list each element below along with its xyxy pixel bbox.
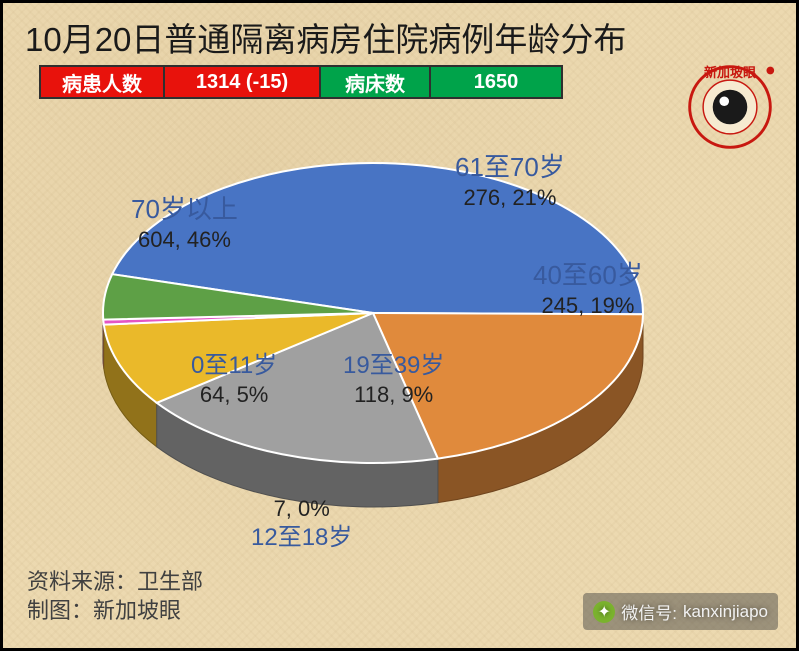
slice-val: 64, 5% xyxy=(191,381,277,409)
slice-val: 245, 19% xyxy=(533,292,643,320)
patients-value: 1314 (-15) xyxy=(196,71,288,94)
wechat-icon: ✦ xyxy=(593,601,615,623)
slice-cat: 70岁以上 xyxy=(131,193,238,226)
patients-value-cell: 1314 (-15) xyxy=(165,67,321,97)
beds-label-cell: 病床数 xyxy=(321,67,431,97)
watermark-label: 微信号: xyxy=(621,599,677,624)
watermark-value: kanxinjiapo xyxy=(683,602,768,622)
slice-label-2: 40至60岁 245, 19% xyxy=(533,259,643,319)
slice-val: 604, 46% xyxy=(131,226,238,254)
slice-cat: 12至18岁 xyxy=(251,523,352,553)
watermark: ✦ 微信号: kanxinjiapo xyxy=(583,593,778,630)
brand-logo: 新加坡眼 xyxy=(680,59,780,159)
patients-label-cell: 病患人数 xyxy=(41,67,165,97)
slice-cat: 0至11岁 xyxy=(191,351,277,381)
slice-cat: 40至60岁 xyxy=(533,259,643,292)
slice-val: 118, 9% xyxy=(343,381,444,409)
patients-label: 病患人数 xyxy=(62,68,142,97)
slice-label-5: 0至11岁 64, 5% xyxy=(191,351,277,409)
pie-svg xyxy=(58,123,688,543)
slice-label-4: 7, 0% 12至18岁 xyxy=(251,495,352,553)
slice-cat: 61至70岁 xyxy=(455,151,565,184)
slice-val: 7, 0% xyxy=(251,495,352,523)
footnote-line2: 制图：新加坡眼 xyxy=(27,596,203,626)
beds-label: 病床数 xyxy=(345,68,405,97)
beds-value: 1650 xyxy=(474,71,519,94)
slice-label-1: 61至70岁 276, 21% xyxy=(455,151,565,211)
slice-cat: 19至39岁 xyxy=(343,351,444,381)
pie-chart xyxy=(58,123,688,543)
slice-val: 276, 21% xyxy=(455,184,565,212)
slice-label-3: 19至39岁 118, 9% xyxy=(343,351,444,409)
footnote: 资料来源：卫生部 制图：新加坡眼 xyxy=(27,567,203,626)
infographic-panel: 10月20日普通隔离病房住院病例年龄分布 病患人数 1314 (-15) 病床数… xyxy=(0,0,799,651)
slice-label-0: 70岁以上 604, 46% xyxy=(131,193,238,253)
footnote-line1: 资料来源：卫生部 xyxy=(27,567,203,597)
beds-value-cell: 1650 xyxy=(431,67,561,97)
stats-bar: 病患人数 1314 (-15) 病床数 1650 xyxy=(39,65,563,99)
chart-title: 10月20日普通隔离病房住院病例年龄分布 xyxy=(25,13,626,61)
